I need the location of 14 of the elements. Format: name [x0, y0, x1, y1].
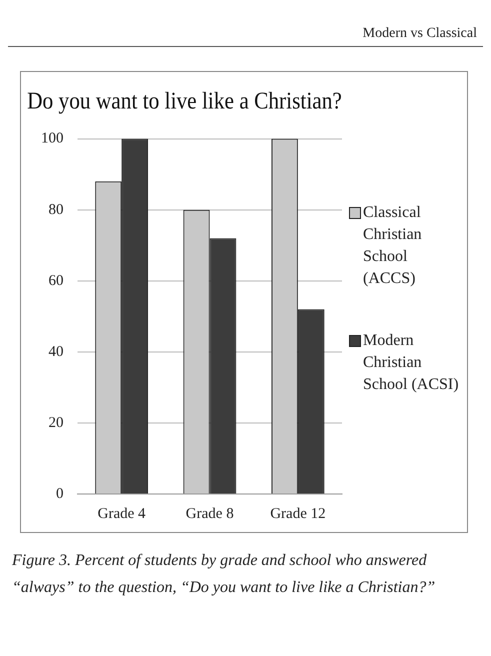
text: Modern vs Classical	[8, 8, 483, 47]
y-tick-label: 80	[48, 202, 64, 218]
y-tick-label: 20	[48, 414, 64, 431]
x-tick-label: Grade 12	[270, 506, 326, 522]
y-tick-label: 40	[48, 344, 64, 360]
caption: Figure 3. Percent of students by grade and school who answered “always” to the question, “Do you want to live like a Christian?”	[12, 551, 436, 598]
legend-label: Classical Christian School (ACCS)	[363, 203, 423, 289]
y-tick-label: 60	[48, 272, 64, 289]
x-tick-label: Grade 8	[186, 506, 234, 522]
legend-label: Modern Christian School (ACSI)	[363, 331, 460, 395]
x-tick-label: Grade 4	[98, 506, 146, 522]
y-tick-label: 0	[56, 486, 64, 502]
y-tick-label: 100	[41, 130, 64, 147]
chart-title: Do you want to live like a Christian?	[27, 88, 342, 114]
